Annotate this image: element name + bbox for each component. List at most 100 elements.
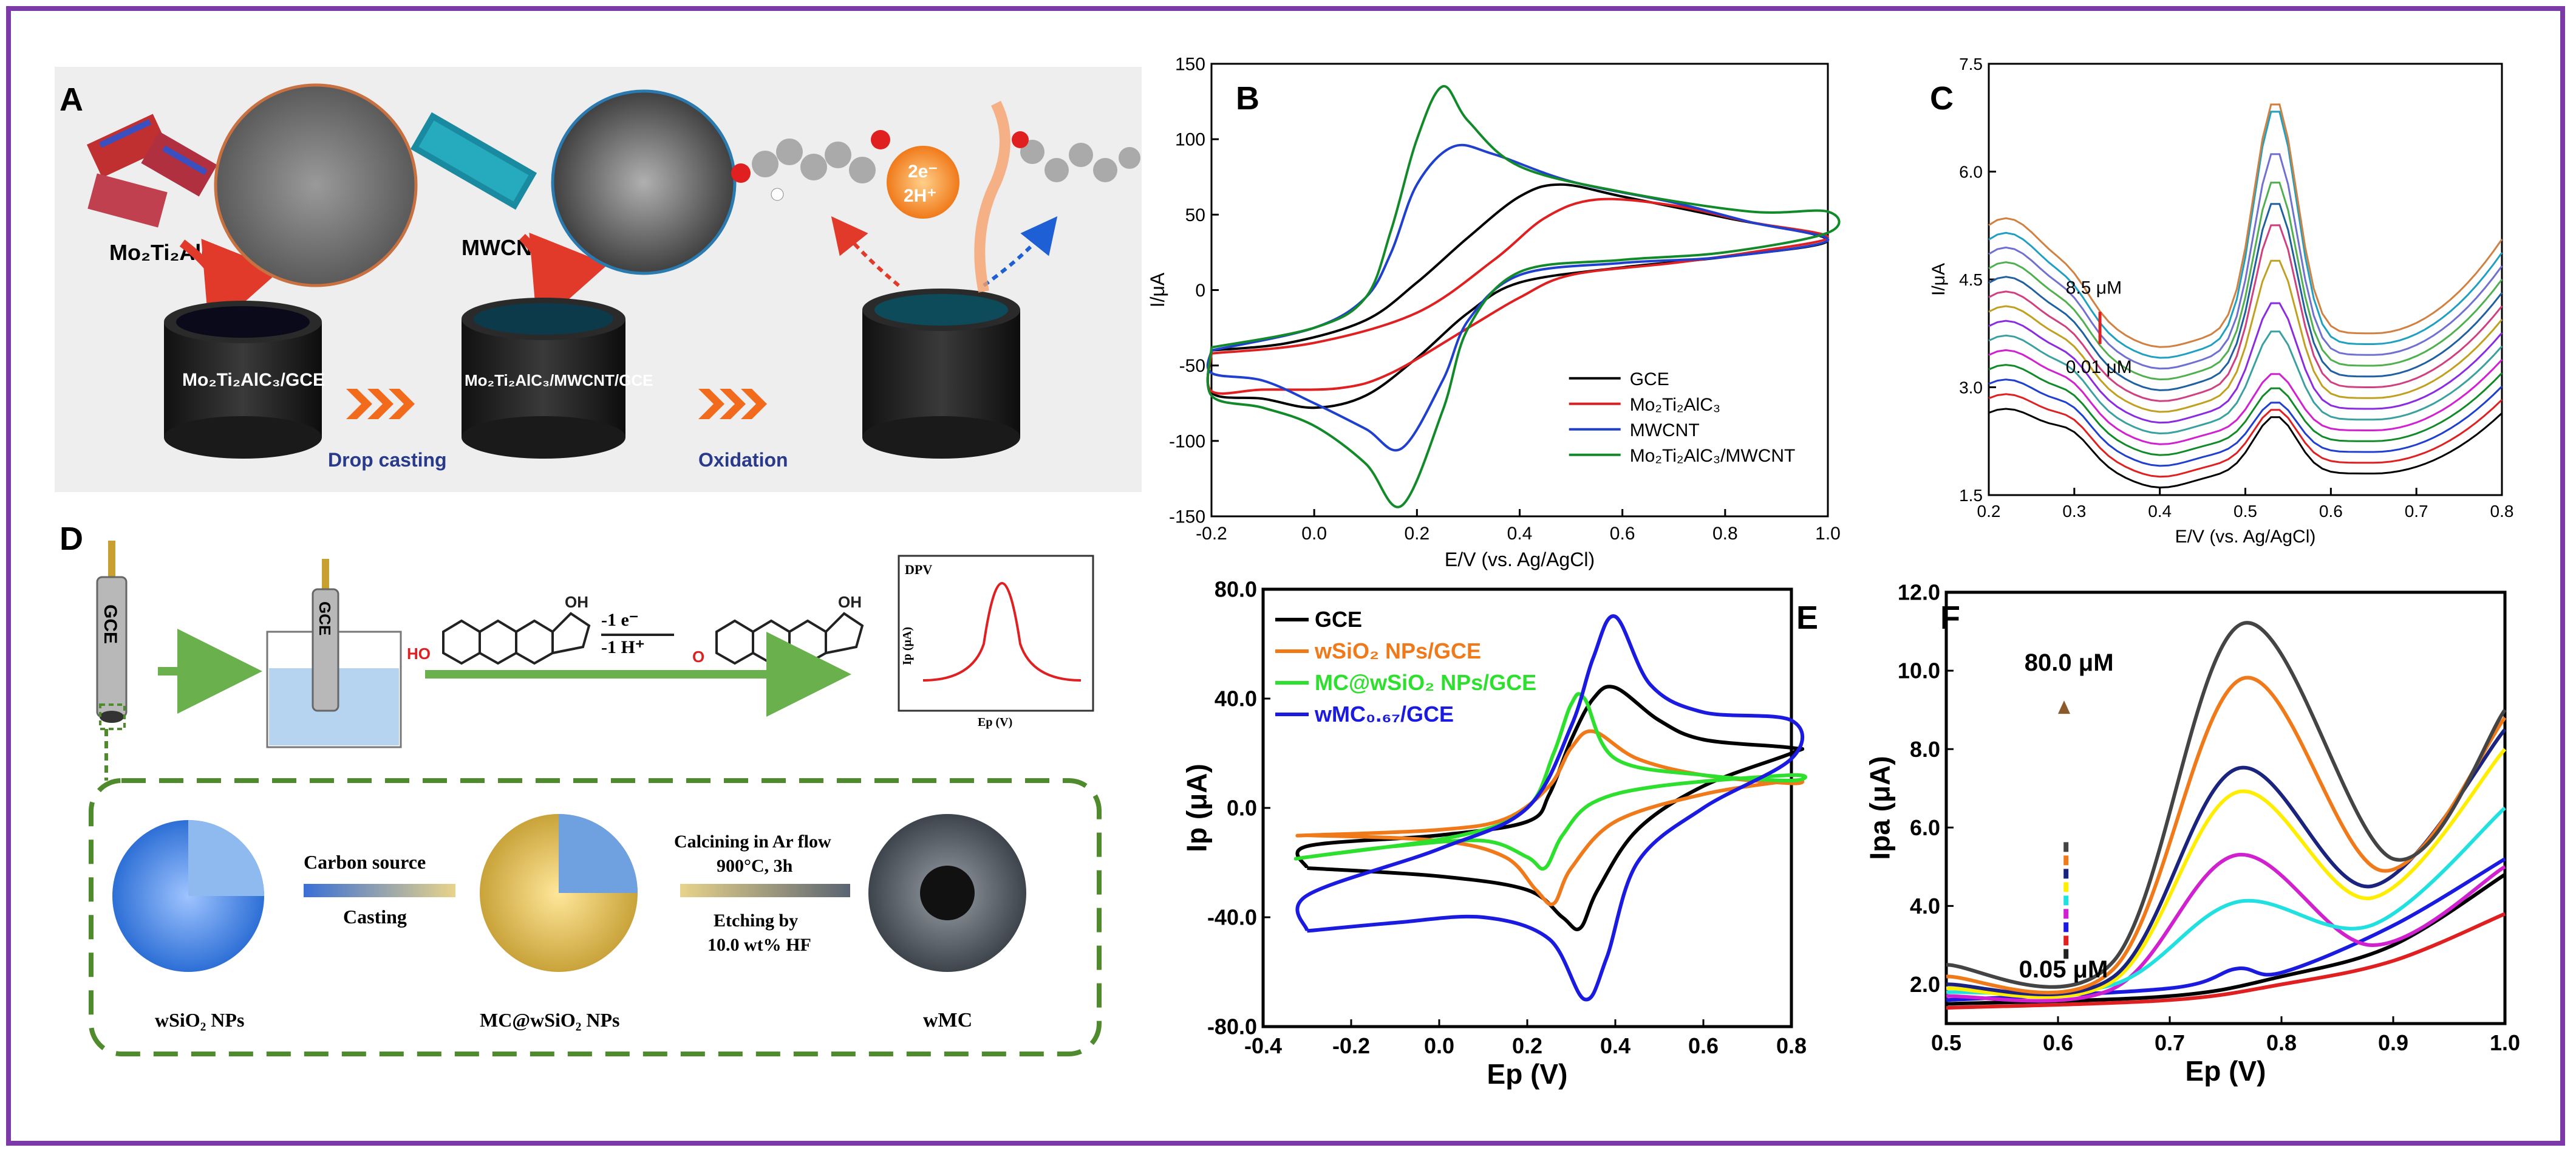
- concentration-dash-f-3: [2063, 909, 2069, 919]
- legend-label-e-3: wMC₀.₆₇/GCE: [1314, 702, 1454, 727]
- x-tick-label: 0.4: [2148, 502, 2172, 521]
- x-tick-label: 0.2: [1512, 1033, 1542, 1058]
- minus-e-label: -1 e⁻: [601, 610, 639, 630]
- x-tick-label: -0.4: [1244, 1033, 1282, 1058]
- x-tick-label: 0.0: [1301, 524, 1327, 544]
- oh-label-1: OH: [565, 593, 588, 611]
- legend-label-b-2: MWCNT: [1630, 420, 1700, 440]
- concentration-dash-f-2: [2063, 922, 2069, 932]
- y-axis-label: Ipa (μA): [1864, 756, 1895, 860]
- chart-c: 0.2 0.3 0.4 0.5 0.6 0.7 0.8 1.5 3.0 4.5 6.0 7.5 E/V …: [1929, 55, 2513, 547]
- y-tick-label: 6.0: [1959, 162, 1983, 181]
- wsio2-label: wSiO₂ NPs: [155, 1009, 244, 1031]
- wsio2-cutaway: [188, 820, 264, 896]
- dpv-curve-c-0: [1988, 408, 2503, 489]
- panel-label-c: C: [1930, 80, 1954, 117]
- panel-label-f: F: [1940, 600, 1960, 636]
- y-tick-label: 6.0: [1910, 815, 1940, 840]
- gce-label: GCE: [100, 604, 120, 644]
- legend-label-e-1: wSiO₂ NPs/GCE: [1314, 638, 1481, 663]
- dpv-curve-c-1: [1988, 393, 2503, 478]
- x-tick-label: 0.6: [1610, 524, 1635, 544]
- cylinder-2-label: Mo₂Ti₂AlC₃/MWCNT/GCE: [465, 371, 653, 389]
- dpv-curve-f-3: [1946, 853, 2506, 1003]
- legend-label-b-3: Mo₂Ti₂AlC₃/MWCNT: [1630, 446, 1796, 466]
- y-tick-label: 2.0: [1910, 972, 1940, 997]
- dpv-curve-f-5: [1946, 748, 2507, 999]
- dpv-inset: [898, 555, 1094, 712]
- dpv-curve-c-9: [1988, 203, 2503, 391]
- x-tick-label: 0.4: [1600, 1033, 1630, 1058]
- x-tick-label: 0.2: [1404, 524, 1429, 544]
- chevron-arrows-2-icon: [698, 389, 767, 419]
- dpv-curve-c-3: [1988, 364, 2503, 456]
- hf-label: 10.0 wt% HF: [707, 935, 811, 955]
- dpv-curve-c-12: [1988, 111, 2503, 359]
- concentration-dash-f-1: [2063, 935, 2069, 946]
- electrode-cylinder-3: [862, 289, 1020, 459]
- oh-label-2: OH: [838, 593, 862, 611]
- x-axis-label: Ep (V): [2186, 1055, 2266, 1087]
- concentration-dash-f-0: [2063, 949, 2069, 959]
- x-tick-label: -0.2: [1196, 524, 1227, 544]
- y-tick-label: 0.0: [1227, 796, 1257, 821]
- gce-electrode-icon: [96, 541, 128, 723]
- panel-d: D GCE GCE HO OH -1 e⁻ -1 H⁺: [60, 521, 1102, 1056]
- arrow-calcining: [680, 884, 850, 897]
- etching-label: Etching by: [714, 911, 798, 931]
- beaker-icon: [266, 559, 402, 748]
- y-axis-label: Ip (μA): [1181, 764, 1212, 852]
- arrow-to-electrode-2: [519, 233, 608, 328]
- wmc-label: wMC: [923, 1009, 972, 1031]
- electrode-cylinder-1: [164, 301, 322, 459]
- series-line-e-1: [1295, 729, 1805, 906]
- y-tick-label: 40.0: [1215, 686, 1257, 711]
- cylinder-1-label: Mo₂Ti₂AlC₃/GCE: [182, 370, 325, 390]
- dpv-curve-f-8: [1946, 621, 2507, 989]
- oxidized-molecule-icon: [731, 130, 890, 201]
- x-tick-label: 0.7: [2405, 502, 2428, 521]
- panel-label-e: E: [1796, 600, 1818, 636]
- x-tick-label: 0.4: [1507, 524, 1533, 544]
- estradiol-structure-icon: [442, 612, 591, 665]
- y-tick-label: -50: [1179, 356, 1205, 376]
- gce-beaker-label: GCE: [316, 601, 334, 635]
- x-tick-label: 0.8: [2490, 502, 2514, 521]
- annotation-high-c: 8.5 μM: [2066, 278, 2122, 298]
- dpv-curve-f-7: [1946, 675, 2507, 995]
- x-tick-label: 0.6: [2319, 502, 2343, 521]
- y-tick-label: 10.0: [1898, 658, 1940, 683]
- dpv-label: DPV: [905, 562, 932, 577]
- mwcnt-tube-icon: [410, 112, 537, 210]
- sem-image-mxene: [214, 83, 418, 287]
- step-drop-casting: Drop casting: [328, 449, 447, 471]
- arrow-reactant: [983, 216, 1058, 287]
- dpv-curve-c-6: [1988, 302, 2503, 424]
- x-tick-label: 0.8: [1776, 1033, 1807, 1058]
- arrow-product: [831, 216, 900, 287]
- series-line-b-3: [1206, 85, 1841, 508]
- concentration-dash-f-4: [2063, 895, 2069, 906]
- concentration-dash-f-5: [2063, 882, 2069, 892]
- dpv-xlabel: Ep (V): [978, 716, 1012, 729]
- synthesis-dashed-box: [89, 778, 1102, 1056]
- electron-transfer-ball: [887, 146, 959, 219]
- concentration-dash-f-8: [2063, 842, 2069, 852]
- o-label: O: [692, 648, 704, 666]
- electrons-label: 2e⁻: [908, 162, 938, 182]
- panel-label-d: D: [60, 521, 83, 557]
- mc-wsio2-cutaway: [559, 814, 638, 893]
- mxene-flakes-icon: [86, 114, 217, 228]
- electrode-cylinder-2: [462, 298, 625, 459]
- x-tick-label: 0.5: [1931, 1030, 1961, 1055]
- series-line-e-3: [1295, 614, 1805, 1002]
- x-axis-label: E/V (vs. Ag/AgCl): [2175, 527, 2316, 547]
- dpv-ylabel: Ip (μA): [901, 627, 914, 665]
- x-tick-label: 0.6: [2043, 1030, 2073, 1055]
- concentration-dash-f-7: [2063, 855, 2069, 866]
- y-tick-label: 7.5: [1959, 55, 1983, 74]
- y-tick-label: -80.0: [1207, 1014, 1257, 1039]
- y-tick-label: 12.0: [1898, 580, 1940, 605]
- annotation-low-c: 0.01 μM: [2066, 357, 2132, 377]
